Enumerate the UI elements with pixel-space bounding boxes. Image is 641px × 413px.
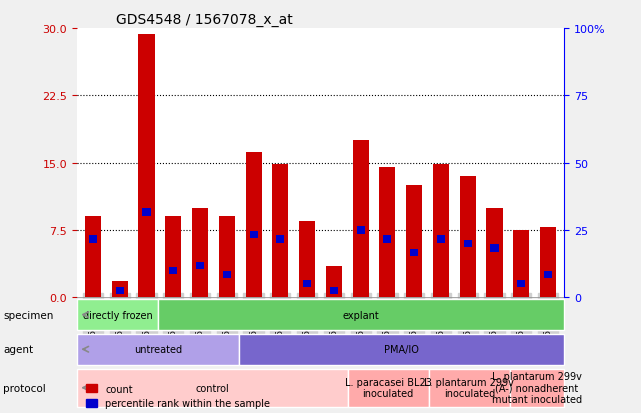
Bar [138, 35, 154, 298]
Bar [165, 217, 181, 298]
Bar [196, 263, 204, 270]
Bar [223, 272, 231, 279]
Bar [437, 236, 445, 243]
Bar [169, 267, 178, 274]
Bar [463, 240, 472, 247]
Bar [513, 230, 529, 298]
Text: untreated: untreated [134, 344, 182, 354]
Bar [142, 209, 151, 216]
Bar [540, 228, 556, 298]
Bar [490, 245, 499, 252]
Bar [299, 221, 315, 298]
FancyBboxPatch shape [429, 369, 510, 407]
Bar [356, 227, 365, 234]
Text: protocol: protocol [3, 383, 46, 393]
Bar [487, 208, 503, 298]
Bar [85, 217, 101, 298]
FancyBboxPatch shape [510, 369, 564, 407]
Bar [272, 165, 288, 298]
Text: control: control [196, 383, 229, 393]
Text: L. paracasei BL23
inoculated: L. paracasei BL23 inoculated [345, 377, 431, 399]
Text: L. plantarum 299v
(A-) nonadherent
mutant inoculated: L. plantarum 299v (A-) nonadherent mutan… [492, 371, 582, 404]
FancyBboxPatch shape [239, 334, 564, 365]
Text: L. plantarum 299v
inoculated: L. plantarum 299v inoculated [424, 377, 514, 399]
Bar [330, 287, 338, 294]
Bar [379, 168, 395, 298]
Bar [517, 280, 525, 288]
Bar [246, 152, 262, 298]
Text: specimen: specimen [3, 310, 54, 320]
Bar [433, 165, 449, 298]
Text: agent: agent [3, 344, 33, 354]
Text: PMA/IO: PMA/IO [384, 344, 419, 354]
Bar [116, 287, 124, 294]
FancyBboxPatch shape [77, 334, 239, 365]
FancyBboxPatch shape [158, 299, 564, 330]
Bar [249, 231, 258, 238]
Bar [192, 208, 208, 298]
Bar [89, 236, 97, 243]
Bar [410, 249, 418, 256]
Bar [276, 236, 285, 243]
Bar [460, 177, 476, 298]
Bar [219, 217, 235, 298]
Bar [544, 272, 552, 279]
FancyBboxPatch shape [77, 299, 158, 330]
Text: directly frozen: directly frozen [83, 310, 153, 320]
Text: explant: explant [343, 310, 379, 320]
Bar [383, 236, 392, 243]
Bar [326, 266, 342, 298]
FancyBboxPatch shape [77, 369, 347, 407]
Bar [112, 281, 128, 298]
Text: GDS4548 / 1567078_x_at: GDS4548 / 1567078_x_at [116, 12, 293, 26]
FancyBboxPatch shape [347, 369, 429, 407]
Bar [406, 185, 422, 298]
Legend: count, percentile rank within the sample: count, percentile rank within the sample [82, 380, 274, 412]
Bar [353, 141, 369, 298]
Bar [303, 280, 311, 288]
